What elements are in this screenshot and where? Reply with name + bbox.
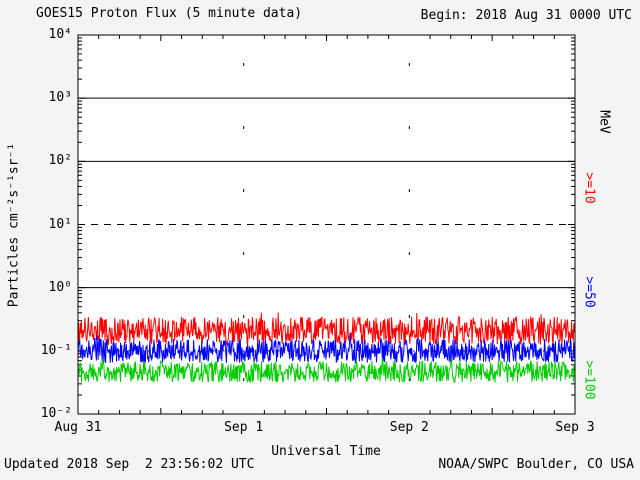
x-axis-label: Universal Time xyxy=(271,444,381,459)
chart-title: GOES15 Proton Flux (5 minute data) xyxy=(36,6,303,21)
series-label-gte100: >=100 xyxy=(581,360,597,400)
series-line-gte-10-MeV xyxy=(77,312,576,346)
source-attribution: NOAA/SWPC Boulder, CO USA xyxy=(438,457,634,472)
y-axis-label: Particles cm⁻²s⁻¹sr⁻¹ xyxy=(6,142,22,308)
plot-border xyxy=(77,34,576,415)
series-label-gte50: >=50 xyxy=(581,276,597,308)
right-axis-unit-label: MeV xyxy=(596,110,612,134)
series-line-gte-50-MeV xyxy=(77,332,576,364)
updated-timestamp: Updated 2018 Sep 2 23:56:02 UTC xyxy=(4,457,255,472)
series-label-gte10: >=10 xyxy=(581,172,597,204)
series-line-gte-100-MeV xyxy=(77,357,576,384)
begin-timestamp: Begin: 2018 Aug 31 0000 UTC xyxy=(420,8,632,23)
